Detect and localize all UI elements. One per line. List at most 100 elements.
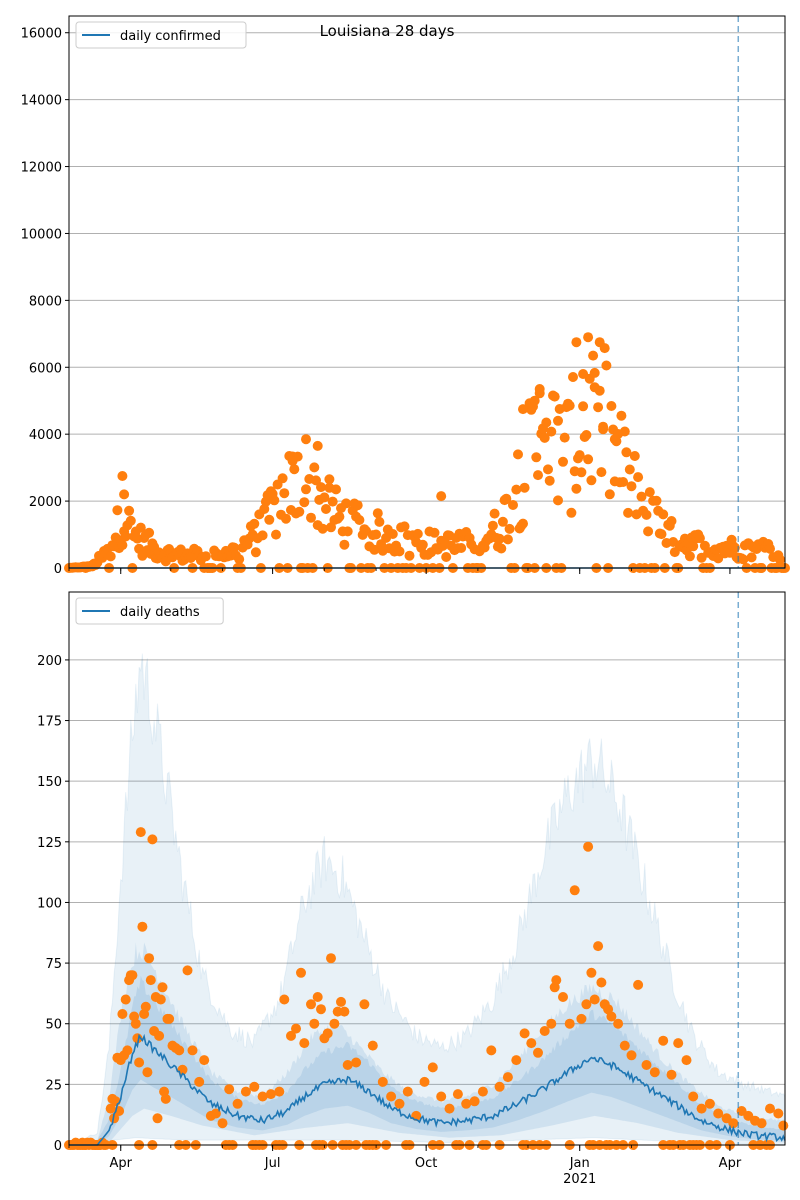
observed-point	[112, 505, 123, 516]
observed-point	[147, 834, 158, 845]
observed-point	[549, 391, 560, 402]
observed-point	[336, 996, 346, 1007]
observed-point	[249, 1081, 260, 1092]
observed-point	[504, 523, 515, 534]
observed-point	[558, 456, 568, 467]
observed-point	[279, 488, 290, 499]
observed-point	[596, 977, 607, 988]
observed-point	[546, 426, 557, 437]
observed-point	[429, 527, 440, 538]
observed-point	[606, 401, 617, 411]
observed-point	[137, 921, 148, 932]
observed-point	[593, 941, 604, 952]
observed-point	[271, 529, 281, 540]
observed-point	[321, 504, 331, 514]
observed-point	[469, 1096, 480, 1107]
y-tick-label: 175	[37, 715, 62, 730]
observed-point	[583, 332, 594, 343]
observed-point	[477, 1086, 488, 1097]
observed-point	[372, 508, 383, 519]
observed-point	[564, 1018, 575, 1029]
observed-point	[359, 999, 370, 1010]
observed-point	[688, 1091, 699, 1102]
observed-point	[649, 1067, 660, 1078]
observed-point	[494, 1081, 505, 1092]
observed-point	[152, 1113, 163, 1124]
observed-point	[644, 487, 655, 498]
observed-point	[339, 1006, 350, 1017]
observed-point	[144, 527, 155, 538]
observed-point	[122, 1045, 133, 1056]
observed-point	[286, 1030, 296, 1041]
observed-point	[578, 369, 589, 379]
y-tick-label: 100	[37, 896, 62, 911]
observed-point	[581, 999, 592, 1010]
observed-point	[117, 540, 128, 551]
observed-point	[441, 552, 452, 562]
y-tick-label: 125	[37, 836, 62, 851]
y-tick-label: 25	[45, 1078, 62, 1093]
observed-point	[502, 1072, 513, 1083]
observed-point	[596, 467, 607, 478]
legend: daily deaths	[75, 597, 224, 625]
observed-point	[583, 454, 594, 465]
observed-point	[529, 395, 540, 406]
y-tick-label: 14000	[21, 94, 62, 109]
observed-point	[277, 473, 288, 484]
observed-point	[234, 554, 245, 565]
observed-point	[145, 975, 156, 986]
core-uncertainty-band	[69, 975, 785, 1145]
y-tick-label: 50	[45, 1018, 62, 1033]
observed-point	[713, 1108, 724, 1119]
observed-point	[633, 472, 644, 483]
observed-point	[174, 1045, 185, 1056]
observed-point	[544, 475, 555, 486]
observed-point	[526, 1038, 537, 1049]
observed-point	[728, 1118, 739, 1129]
observed-point	[419, 1076, 430, 1087]
x-tick-label: Jul	[264, 1156, 281, 1171]
observed-point	[135, 522, 146, 533]
observed-point	[327, 496, 338, 507]
observed-point	[564, 400, 575, 411]
observed-point	[593, 402, 604, 413]
observed-point	[257, 1091, 268, 1102]
observed-point	[402, 1086, 413, 1097]
observed-point	[501, 493, 512, 504]
observed-point	[508, 500, 518, 510]
observed-point	[436, 1091, 447, 1102]
observed-point	[571, 337, 582, 348]
observed-point	[326, 953, 336, 964]
observed-point	[746, 552, 757, 563]
x-year-label: 2021	[563, 1172, 596, 1187]
observed-point	[581, 430, 592, 440]
observed-point	[518, 518, 528, 529]
observed-point	[412, 528, 423, 539]
observed-point	[598, 424, 609, 435]
observed-point	[117, 1009, 128, 1019]
observed-point	[756, 1118, 767, 1129]
observed-point	[160, 1093, 171, 1104]
observed-point	[531, 452, 542, 463]
observed-point	[619, 426, 630, 437]
observed-point	[589, 367, 600, 378]
x-tick-label: Oct	[415, 1156, 437, 1171]
observed-point	[673, 1038, 684, 1049]
observed-point	[199, 1055, 210, 1066]
observed-point	[140, 1001, 151, 1012]
y-tick-label: 6000	[29, 361, 62, 376]
observed-point	[444, 1103, 455, 1114]
observed-point	[417, 539, 428, 550]
legend-label: daily deaths	[120, 605, 200, 620]
observed-point	[250, 547, 261, 558]
observed-point	[511, 484, 522, 495]
observed-point	[694, 533, 705, 544]
observed-point	[119, 489, 130, 500]
observed-point	[154, 1030, 165, 1041]
observed-point	[533, 1047, 543, 1058]
observed-point	[609, 434, 620, 445]
observed-point	[399, 521, 410, 532]
y-tick-label: 4000	[29, 428, 62, 443]
observed-point	[624, 464, 635, 475]
observed-point	[120, 531, 131, 542]
